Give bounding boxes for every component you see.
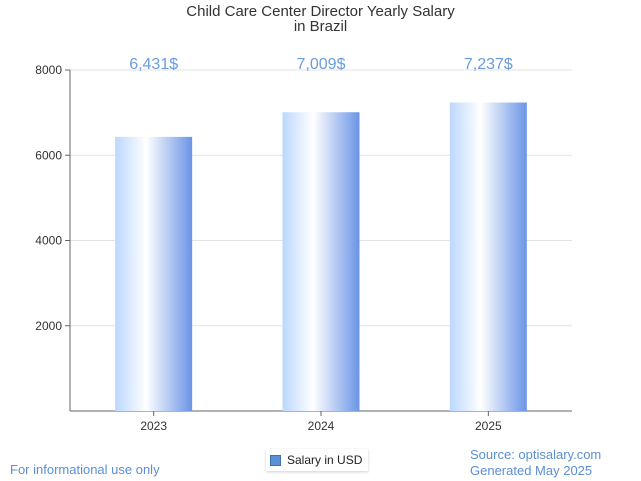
chart-title: Child Care Center Director Yearly Salary… (0, 4, 641, 34)
value-label-2023: 6,431$ (129, 56, 178, 73)
x-tick-label-2025: 2025 (475, 419, 502, 433)
bar-2025[interactable] (449, 102, 527, 411)
bars (115, 102, 527, 411)
value-label-2025: 7,237$ (464, 56, 513, 73)
x-tick-label-2024: 2024 (308, 419, 335, 433)
y-tick-label: 8000 (35, 63, 62, 77)
source-text: Source: optisalary.com (470, 447, 602, 462)
bar-2023[interactable] (115, 136, 193, 411)
y-tick-label: 2000 (35, 319, 62, 333)
chart-title-line-1: Child Care Center Director Yearly Salary (186, 3, 455, 20)
x-tick-label-2023: 2023 (140, 419, 167, 433)
axes: 2000 4000 6000 8000 2023 2024 2025 (35, 63, 572, 433)
source-block: Source: optisalary.com Generated May 202… (470, 447, 601, 479)
disclaimer-text: For informational use only (10, 462, 160, 477)
generated-text: Generated May 2025 (470, 463, 593, 478)
legend-label: Salary in USD (287, 453, 363, 467)
value-labels: 6,431$ 7,009$ 7,237$ (129, 56, 513, 73)
chart-title-line-2: in Brazil (293, 18, 348, 35)
legend-swatch (270, 454, 281, 466)
legend[interactable]: Salary in USD (266, 449, 369, 471)
value-label-2024: 7,009$ (297, 56, 346, 73)
y-tick-label: 4000 (35, 234, 62, 248)
bar-2024[interactable] (282, 112, 360, 411)
y-tick-label: 6000 (35, 148, 62, 162)
